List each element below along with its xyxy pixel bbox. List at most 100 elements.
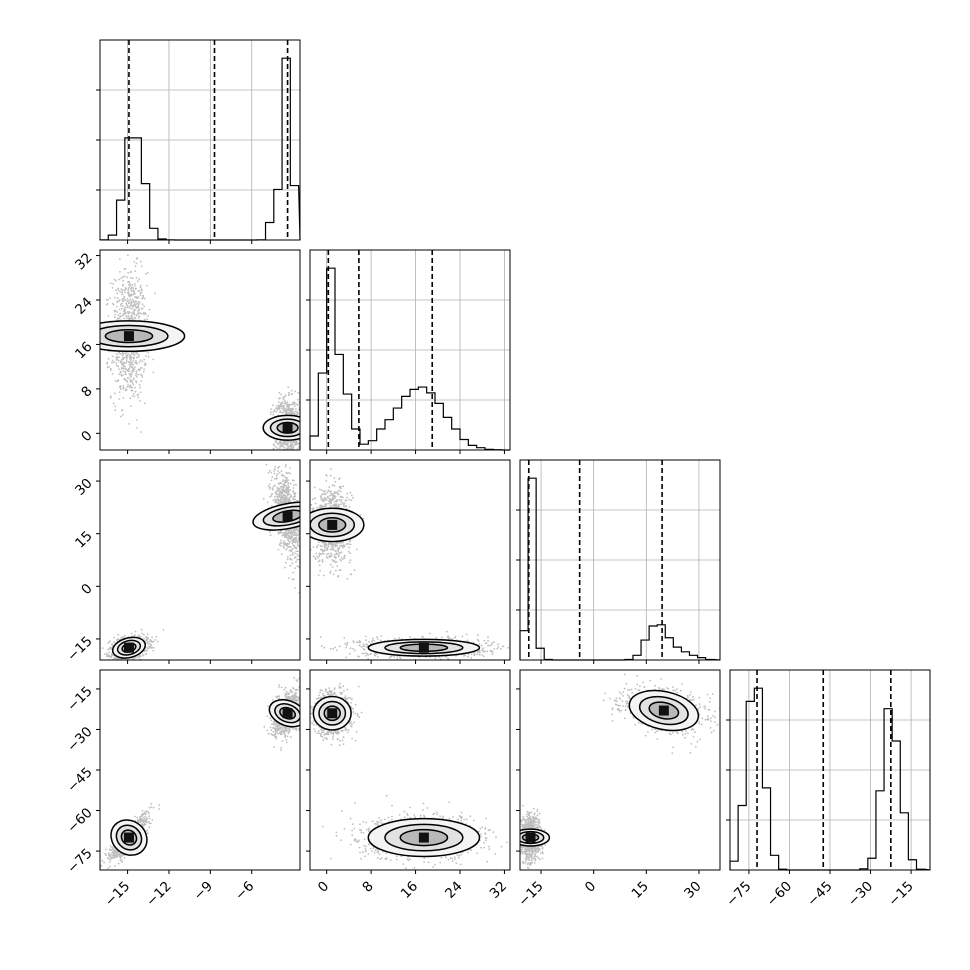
scatter-point <box>290 530 292 532</box>
scatter-point <box>113 361 115 363</box>
scatter-point <box>140 380 143 382</box>
scatter-point <box>295 441 298 444</box>
scatter-point <box>295 442 298 445</box>
scatter-point <box>130 389 133 392</box>
scatter-point <box>275 474 278 477</box>
scatter-point <box>289 564 292 567</box>
scatter-point <box>129 295 131 297</box>
scatter-point <box>145 635 148 638</box>
scatter-point <box>285 412 287 415</box>
scatter-point <box>301 426 303 428</box>
scatter-point <box>291 531 294 533</box>
scatter-point <box>292 441 295 443</box>
scatter-point <box>133 309 136 312</box>
scatter-point <box>316 506 319 509</box>
scatter-point <box>114 380 117 382</box>
scatter-point <box>320 506 323 508</box>
scatter-point <box>286 456 288 458</box>
scatter-point <box>129 357 131 360</box>
scatter-point <box>277 531 280 534</box>
scatter-point <box>116 658 119 660</box>
scatter-point <box>131 352 133 354</box>
scatter-point <box>319 488 321 491</box>
scatter-point <box>129 361 131 364</box>
scatter-point <box>148 640 150 643</box>
scatter-point <box>113 278 116 281</box>
scatter-point <box>99 661 101 663</box>
scatter-point <box>116 356 119 358</box>
scatter-point <box>293 544 296 547</box>
scatter-point <box>362 517 365 520</box>
scatter-point <box>127 283 130 286</box>
scatter-point <box>290 558 293 561</box>
scatter-point <box>283 533 286 536</box>
scatter-point <box>303 445 305 447</box>
scatter-point <box>293 413 296 415</box>
scatter-point <box>142 294 145 297</box>
scatter-point <box>127 369 130 372</box>
scatter-point <box>323 505 326 508</box>
scatter-point <box>295 413 298 416</box>
scatter-point <box>280 544 282 547</box>
scatter-point <box>316 555 319 558</box>
scatter-point <box>289 535 292 538</box>
scatter-point <box>151 636 154 639</box>
scatter-point <box>282 483 285 486</box>
scatter-point <box>128 311 131 313</box>
scatter-point <box>294 539 296 542</box>
scatter-point <box>129 294 132 297</box>
scatter-point <box>325 553 328 556</box>
scatter-point <box>284 452 286 454</box>
scatter-point <box>334 495 337 498</box>
scatter-point <box>284 498 287 501</box>
scatter-point <box>138 654 141 657</box>
scatter-point <box>138 361 141 364</box>
scatter-point <box>287 529 290 531</box>
scatter-point <box>278 391 281 394</box>
scatter-point <box>286 492 288 495</box>
scatter-point <box>340 500 342 503</box>
scatter-point <box>286 440 289 443</box>
scatter-point <box>294 403 296 405</box>
scatter-point <box>135 307 138 309</box>
scatter-point <box>129 284 132 287</box>
scatter-point <box>275 501 278 504</box>
scatter-point <box>128 317 131 320</box>
scatter-point <box>286 472 289 475</box>
scatter-point <box>280 482 282 485</box>
scatter-point <box>325 499 328 501</box>
scatter-point <box>129 317 132 320</box>
scatter-point <box>122 297 124 300</box>
scatter-point <box>127 289 130 292</box>
scatter-point <box>133 377 136 380</box>
scatter-point <box>286 497 289 500</box>
scatter-point <box>134 288 137 290</box>
scatter-point <box>129 318 131 320</box>
scatter-point <box>113 636 115 639</box>
scatter-point <box>292 498 294 501</box>
scatter-point <box>287 412 290 415</box>
scatter-point <box>295 528 297 531</box>
scatter-point <box>122 374 124 376</box>
scatter-point <box>279 501 282 503</box>
scatter-point <box>128 368 131 370</box>
scatter-point <box>337 505 340 508</box>
scatter-point <box>119 270 121 273</box>
scatter-point <box>284 481 286 484</box>
scatter-point <box>129 374 131 377</box>
scatter-point <box>293 493 296 496</box>
scatter-point <box>291 532 294 535</box>
scatter-point <box>285 408 287 411</box>
scatter-point <box>286 444 289 447</box>
scatter-point <box>287 412 290 414</box>
scatter-point <box>137 396 140 399</box>
scatter-point <box>277 404 280 407</box>
scatter-point <box>276 408 279 411</box>
scatter-point <box>118 317 121 319</box>
scatter-point <box>342 558 344 560</box>
scatter-point <box>120 373 123 376</box>
scatter-point <box>336 493 339 496</box>
scatter-point <box>478 643 481 646</box>
scatter-point <box>134 362 137 364</box>
scatter-point <box>129 355 132 358</box>
